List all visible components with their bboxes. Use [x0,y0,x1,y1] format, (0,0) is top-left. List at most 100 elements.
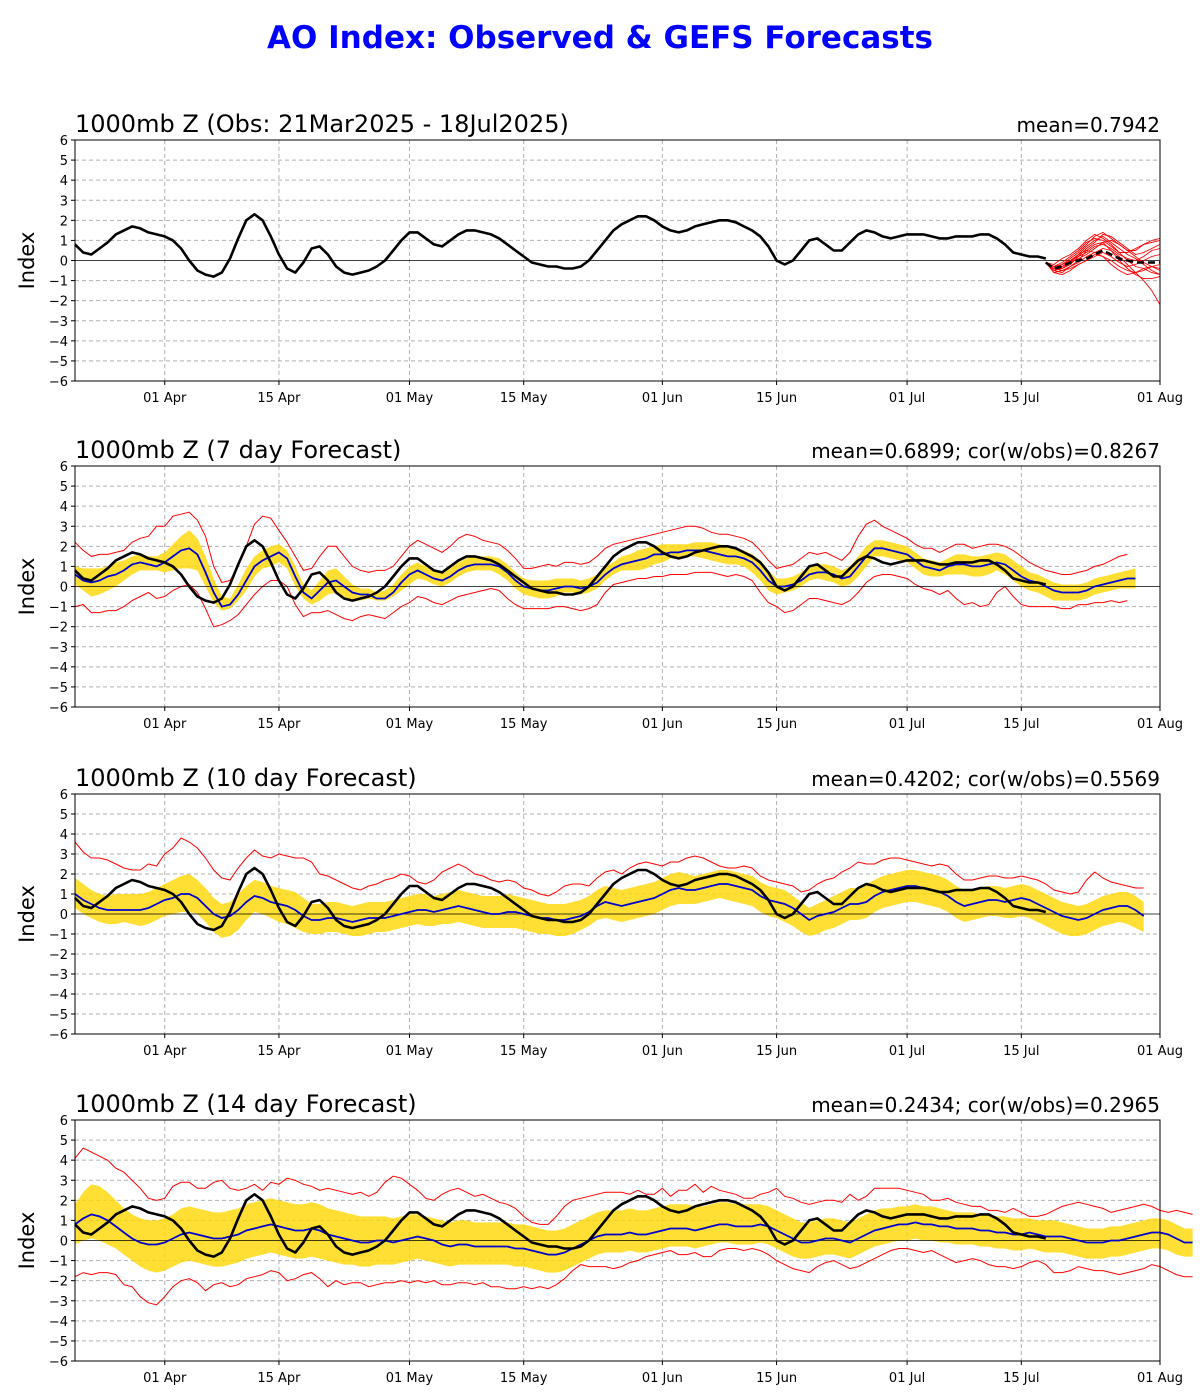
x-tick-label: 01 Jul [889,1044,925,1059]
panel-1: 1000mb Z (Obs: 21Mar2025 - 18Jul2025) mea… [15,110,1183,406]
y-tick-label: −1 [49,601,68,616]
y-tick-label: −5 [49,1335,68,1350]
x-tick-label: 15 May [500,717,548,732]
ensemble-member-line [1045,231,1161,267]
x-tick-label: 01 Aug [1137,1371,1183,1386]
y-tick-label: 5 [60,1134,68,1149]
max-line [74,511,1128,584]
y-tick-label: −1 [49,1255,68,1270]
x-tick-label: 15 Jun [756,391,797,406]
y-tick-label: 3 [60,1174,68,1189]
ensemble-member-line [1045,237,1161,268]
x-tick-label: 15 Apr [257,717,301,732]
y-tick-label: −3 [49,1295,68,1310]
ensemble-member-line [1045,243,1161,270]
max-line [74,1147,1193,1225]
y-tick-label: 4 [60,174,68,189]
y-axis-label: Index [15,885,39,943]
x-tick-label: 15 Apr [257,1044,301,1059]
y-tick-label: 0 [60,255,68,270]
y-tick-label: −4 [49,1315,68,1330]
observed-line [74,539,1047,604]
y-tick-label: −3 [49,968,68,983]
y-tick-label: 4 [60,1154,68,1169]
y-tick-label: 0 [60,1235,68,1250]
y-tick-label: −6 [49,701,68,716]
x-tick-label: 01 Apr [143,717,187,732]
ensemble-member-line [1045,233,1161,276]
ensemble-member-line [1045,248,1161,305]
y-tick-label: 4 [60,828,68,843]
y-tick-label: 0 [60,908,68,923]
y-tick-label: −1 [49,275,68,290]
spread-band [75,530,1136,611]
x-tick-label: 15 Apr [257,1371,301,1386]
x-tick-label: 01 Apr [143,391,187,406]
x-tick-label: 01 Aug [1137,717,1183,732]
x-tick-label: 01 Jul [889,717,925,732]
y-tick-label: 0 [60,581,68,596]
y-tick-label: −6 [49,375,68,390]
x-tick-label: 15 Jun [756,717,797,732]
panel-stat: mean=0.4202; cor(w/obs)=0.5569 [811,767,1160,791]
panel-stat: mean=0.6899; cor(w/obs)=0.8267 [811,439,1160,463]
y-tick-label: 5 [60,154,68,169]
forecast-mean-line [74,547,1136,608]
y-tick-label: 2 [60,1194,68,1209]
observed-line [74,1193,1047,1258]
y-tick-label: 6 [60,460,68,475]
spread-band [75,870,1144,938]
y-tick-label: 5 [60,808,68,823]
panel-title: 1000mb Z (7 day Forecast) [75,436,401,464]
panel-4: 1000mb Z (14 day Forecast) mean=0.2434; c… [15,1090,1193,1386]
max-line [74,837,1144,897]
y-tick-label: −1 [49,928,68,943]
y-tick-label: −5 [49,1008,68,1023]
x-tick-label: 01 Jun [642,1371,683,1386]
panel-title: 1000mb Z (Obs: 21Mar2025 - 18Jul2025) [75,110,569,138]
y-axis-label: Index [15,558,39,616]
x-tick-label: 01 Jun [642,717,683,732]
x-tick-label: 01 May [386,391,434,406]
y-tick-label: 1 [60,234,68,249]
y-tick-label: 2 [60,540,68,555]
y-tick-label: 4 [60,500,68,515]
x-tick-label: 15 May [500,391,548,406]
min-line [74,1247,1193,1306]
y-tick-label: 3 [60,194,68,209]
x-tick-label: 01 May [386,717,434,732]
x-tick-label: 15 Jul [1003,1044,1039,1059]
forecast-mean-line [74,1213,1193,1256]
y-tick-label: −6 [49,1355,68,1370]
y-tick-label: 1 [60,560,68,575]
main-title: AO Index: Observed & GEFS Forecasts [267,20,933,56]
y-axis-label: Index [15,232,39,290]
y-tick-label: 2 [60,214,68,229]
y-tick-label: 5 [60,480,68,495]
y-tick-label: −4 [49,335,68,350]
x-tick-label: 01 May [386,1044,434,1059]
spread-band [75,1184,1193,1273]
y-tick-label: 1 [60,1214,68,1229]
y-tick-label: −6 [49,1028,68,1043]
x-tick-label: 01 Jun [642,1044,683,1059]
x-tick-label: 01 Jul [889,391,925,406]
panel-3: 1000mb Z (10 day Forecast) mean=0.4202; c… [15,764,1183,1059]
ensemble-member-line [1045,250,1161,276]
x-tick-label: 15 Jul [1003,391,1039,406]
y-tick-label: 1 [60,888,68,903]
y-tick-label: −2 [49,295,68,310]
x-tick-label: 15 Jun [756,1044,797,1059]
y-tick-label: 2 [60,868,68,883]
x-tick-label: 01 Aug [1137,391,1183,406]
panel-title: 1000mb Z (10 day Forecast) [75,764,417,792]
x-tick-label: 01 Aug [1137,1044,1183,1059]
y-tick-label: −2 [49,948,68,963]
panel-stat: mean=0.7942 [1017,113,1160,137]
y-axis-label: Index [15,1212,39,1270]
forecast-mean-line [74,883,1145,923]
y-tick-label: 3 [60,848,68,863]
y-tick-label: 6 [60,788,68,803]
observed-line [74,866,1047,932]
